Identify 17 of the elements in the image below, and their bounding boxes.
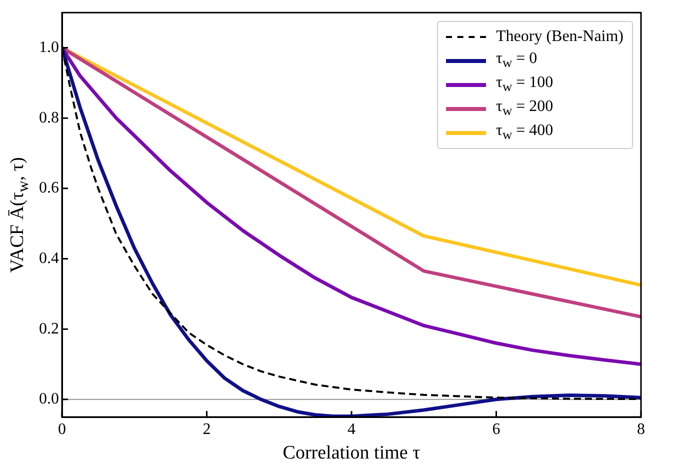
legend-label: τ$_{w}$ = 0	[496, 50, 538, 72]
x-tick-label: 2	[202, 420, 211, 438]
legend-label: τ$_{w}$ = 400	[496, 122, 554, 144]
y-tick-label: 0.6	[39, 180, 59, 197]
legend-label: τ$_{w}$ = 100	[496, 74, 554, 96]
legend-label: τ$_{w}$ = 200	[496, 98, 554, 120]
y-tick-label: 0.2	[39, 320, 59, 338]
y-tick-label: 0.8	[39, 109, 59, 126]
y-tick-label: 0.4	[39, 250, 59, 267]
y-tick-label: 1.0	[39, 38, 59, 56]
x-tick-label: 0	[58, 420, 66, 438]
x-tick-label: 6	[492, 420, 500, 438]
legend-label: Theory (Ben-Naim)	[496, 28, 624, 46]
x-axis-title: Correlation time τ	[282, 442, 421, 464]
x-tick-label: 4	[348, 420, 356, 438]
y-tick-label: 0.0	[39, 390, 59, 408]
x-tick-label: 8	[637, 420, 645, 438]
